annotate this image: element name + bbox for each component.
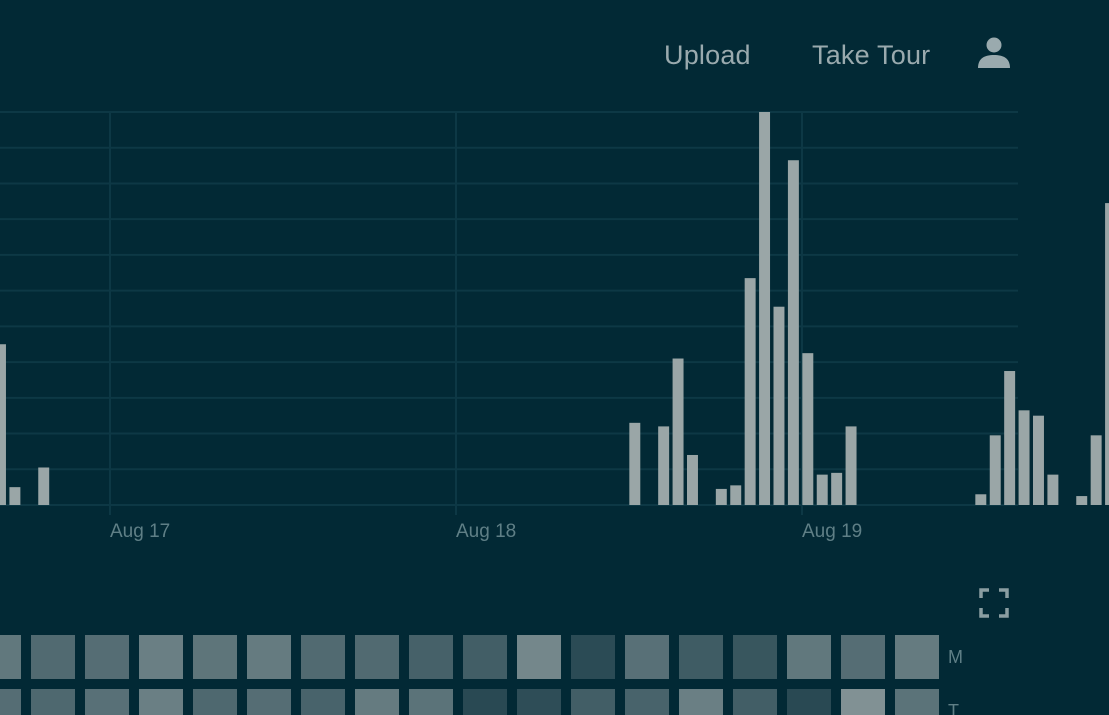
bar[interactable] — [0, 344, 6, 505]
bar[interactable] — [975, 494, 987, 505]
heatmap-cell[interactable] — [31, 635, 75, 679]
heatmap-cell[interactable] — [625, 689, 669, 715]
bar[interactable] — [787, 160, 799, 506]
heatmap-cell[interactable] — [733, 689, 777, 715]
heatmap-cell[interactable] — [625, 635, 669, 679]
heatmap-cell[interactable] — [571, 689, 615, 715]
heatmap-cell[interactable] — [139, 635, 183, 679]
activity-bar-chart: Aug 17 Aug 18 Aug 19 — [0, 111, 1109, 542]
heatmap-cell[interactable] — [787, 689, 831, 715]
heatmap-cell[interactable] — [85, 635, 129, 679]
upload-link[interactable]: Upload — [664, 40, 751, 70]
heatmap-cell[interactable] — [787, 635, 831, 679]
fullscreen-expand-icon[interactable] — [978, 587, 1010, 619]
heatmap-cell[interactable] — [31, 689, 75, 715]
bar[interactable] — [687, 454, 698, 505]
bar[interactable] — [816, 474, 828, 505]
bar[interactable] — [989, 435, 1001, 505]
heatmap-cell[interactable] — [301, 689, 345, 715]
weekly-heatmap: MT — [0, 635, 963, 715]
bar[interactable] — [1076, 496, 1088, 505]
heatmap-cell[interactable] — [895, 689, 939, 715]
heatmap-cell[interactable] — [517, 689, 561, 715]
heatmap-cell[interactable] — [0, 689, 21, 715]
bar[interactable] — [715, 488, 727, 505]
heatmap-cell[interactable] — [193, 635, 237, 679]
heatmap-cell[interactable] — [679, 635, 723, 679]
heatmap-row-label: T — [948, 701, 959, 715]
bar[interactable] — [802, 353, 814, 505]
x-axis-ticks: Aug 17 Aug 18 Aug 19 — [110, 521, 862, 542]
bar[interactable] — [38, 467, 50, 505]
heatmap-cell[interactable] — [841, 635, 885, 679]
heatmap-cell[interactable] — [301, 635, 345, 679]
heatmap-cell[interactable] — [409, 689, 453, 715]
bar[interactable] — [1004, 371, 1016, 505]
x-tick-label: Aug 17 — [110, 521, 170, 542]
heatmap-cell[interactable] — [355, 689, 399, 715]
bar[interactable] — [831, 472, 843, 505]
heatmap-cell[interactable] — [193, 689, 237, 715]
bar[interactable] — [773, 306, 785, 505]
top-navigation: Upload Take Tour — [0, 30, 1109, 80]
heatmap-cell[interactable] — [247, 635, 291, 679]
heatmap-cell[interactable] — [571, 635, 615, 679]
heatmap-cell[interactable] — [841, 689, 885, 715]
bar[interactable] — [845, 426, 857, 505]
take-tour-link[interactable]: Take Tour — [812, 40, 931, 70]
heatmap-cell[interactable] — [679, 689, 723, 715]
bar[interactable] — [1090, 435, 1102, 505]
heatmap-cell[interactable] — [409, 635, 453, 679]
heatmap-cell[interactable] — [463, 689, 507, 715]
bar[interactable] — [744, 278, 756, 505]
heatmap-cell[interactable] — [85, 689, 129, 715]
heatmap-row-label: M — [948, 647, 963, 667]
heatmap-cell[interactable] — [517, 635, 561, 679]
x-tick-label: Aug 18 — [456, 521, 516, 542]
person-icon[interactable] — [976, 34, 1012, 70]
heatmap-cell[interactable] — [139, 689, 183, 715]
heatmap-cell[interactable] — [0, 635, 21, 679]
bar[interactable] — [1018, 410, 1030, 505]
bar[interactable] — [9, 487, 21, 505]
bar[interactable] — [730, 485, 742, 505]
bar[interactable] — [1047, 474, 1059, 505]
bar[interactable] — [1105, 203, 1109, 505]
bar[interactable] — [759, 112, 771, 505]
bar[interactable] — [1033, 415, 1044, 505]
heatmap-cell[interactable] — [355, 635, 399, 679]
heatmap-cell[interactable] — [247, 689, 291, 715]
bar[interactable] — [629, 422, 641, 505]
bar[interactable] — [672, 358, 684, 505]
heatmap-cell[interactable] — [895, 635, 939, 679]
x-tick-label: Aug 19 — [802, 521, 862, 542]
chart-bars — [0, 112, 1109, 506]
bar[interactable] — [658, 426, 670, 505]
heatmap-cell[interactable] — [463, 635, 507, 679]
chart-grid — [0, 111, 1018, 515]
heatmap-cell[interactable] — [733, 635, 777, 679]
